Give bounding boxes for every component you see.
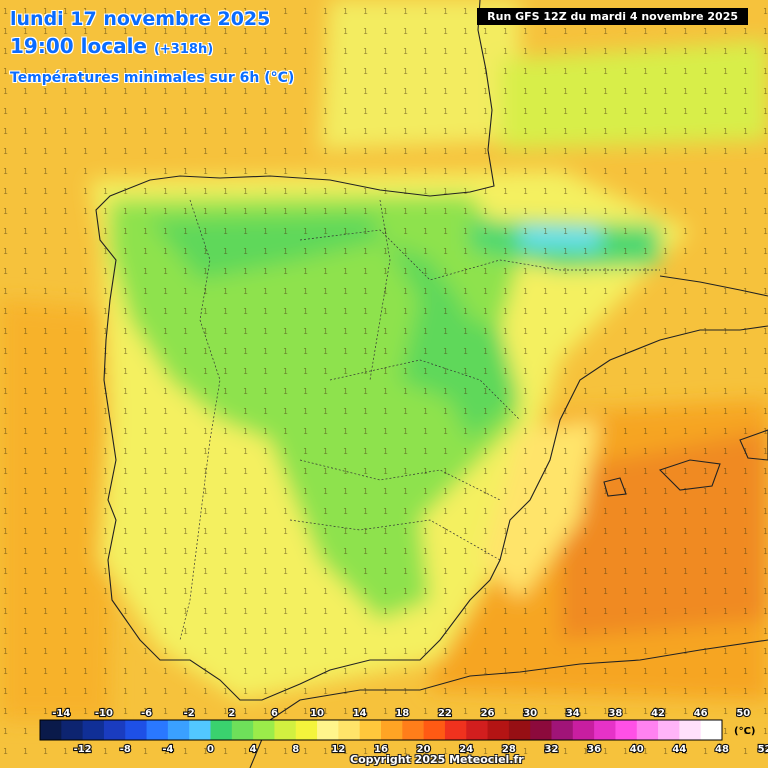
- forecast-time: 19:00 locale (+318h): [10, 34, 213, 58]
- legend-tick-label: -10: [95, 708, 113, 719]
- legend-swatch: [700, 720, 723, 740]
- legend-swatch: [274, 720, 297, 740]
- legend-swatch: [487, 720, 510, 740]
- map-subtitle: Températures minimales sur 6h (°C): [10, 70, 295, 86]
- forecast-date: lundi 17 novembre 2025: [10, 8, 271, 30]
- legend-tick-label: -12: [74, 744, 92, 755]
- legend-tick-label: -8: [120, 744, 131, 755]
- forecast-time-label: 19:00 locale: [10, 34, 147, 58]
- legend-swatch: [253, 720, 275, 740]
- legend-tick-label: 6: [271, 708, 278, 719]
- legend-swatch: [572, 720, 595, 740]
- legend-tick-label: 52: [758, 744, 768, 755]
- legend-tick-label: 4: [250, 744, 257, 755]
- legend-tick-label: 32: [545, 744, 559, 755]
- legend-tick-label: -14: [52, 708, 70, 719]
- legend-tick-label: 20: [417, 744, 431, 755]
- legend-tick-label: -2: [184, 708, 195, 719]
- legend-tick-label: 34: [566, 708, 580, 719]
- legend-tick-label: 16: [374, 744, 388, 755]
- legend-tick-label: 22: [438, 708, 452, 719]
- legend-swatch: [530, 720, 552, 740]
- legend-swatch: [381, 720, 403, 740]
- legend-swatch: [679, 720, 702, 740]
- legend-tick-label: 2: [228, 708, 235, 719]
- legend-swatch: [636, 720, 659, 740]
- copyright: Copyright 2025 Meteociel.fr: [350, 753, 524, 766]
- legend-swatch: [40, 720, 62, 740]
- legend-swatch: [295, 720, 318, 740]
- legend-swatch: [466, 720, 489, 740]
- legend-tick-label: 24: [459, 744, 473, 755]
- legend-swatch: [82, 720, 105, 740]
- legend-swatch: [61, 720, 84, 740]
- legend-swatch: [402, 720, 425, 740]
- legend-tick-label: 28: [502, 744, 516, 755]
- legend-tick-label: 10: [310, 708, 324, 719]
- legend-tick-label: 46: [694, 708, 708, 719]
- legend-swatch: [125, 720, 148, 740]
- run-label: Run GFS 12Z du mardi 4 novembre 2025: [477, 8, 748, 25]
- legend-tick-label: -6: [141, 708, 152, 719]
- legend-swatch: [231, 720, 254, 740]
- legend-swatch: [210, 720, 233, 740]
- legend-swatch: [146, 720, 169, 740]
- lead-time: (+318h): [153, 42, 214, 57]
- coastlines: [95, 0, 768, 768]
- legend-swatch: [167, 720, 190, 740]
- legend-tick-label: 38: [608, 708, 622, 719]
- legend-tick-label: 44: [672, 744, 686, 755]
- legend-swatch: [444, 720, 467, 740]
- legend-tick-label: 48: [715, 744, 729, 755]
- legend-tick-label: 8: [292, 744, 299, 755]
- region-borders: [179, 199, 660, 641]
- legend-tick-label: 26: [481, 708, 495, 719]
- legend-tick-label: 18: [395, 708, 409, 719]
- legend-tick-label: 50: [736, 708, 750, 719]
- legend-swatch: [615, 720, 638, 740]
- legend-swatch: [594, 720, 616, 740]
- legend-tick-label: 30: [523, 708, 537, 719]
- legend-swatch: [508, 720, 531, 740]
- legend-tick-label: 40: [630, 744, 644, 755]
- legend-tick-label: 42: [651, 708, 665, 719]
- legend-tick-label: -4: [162, 744, 173, 755]
- legend-swatch: [658, 720, 680, 740]
- legend-unit: (°C): [734, 726, 756, 737]
- legend-frame: [39, 719, 723, 741]
- legend-tick-label: 36: [587, 744, 601, 755]
- legend-tick-label: 14: [353, 708, 367, 719]
- legend-tick-label: 0: [207, 744, 214, 755]
- legend-swatch: [338, 720, 361, 740]
- legend-swatch: [103, 720, 126, 740]
- legend-swatch: [317, 720, 339, 740]
- legend-swatch: [423, 720, 446, 740]
- legend-tick-label: 12: [331, 744, 345, 755]
- legend-swatch: [551, 720, 574, 740]
- legend-swatch: [189, 720, 211, 740]
- legend-swatch: [359, 720, 382, 740]
